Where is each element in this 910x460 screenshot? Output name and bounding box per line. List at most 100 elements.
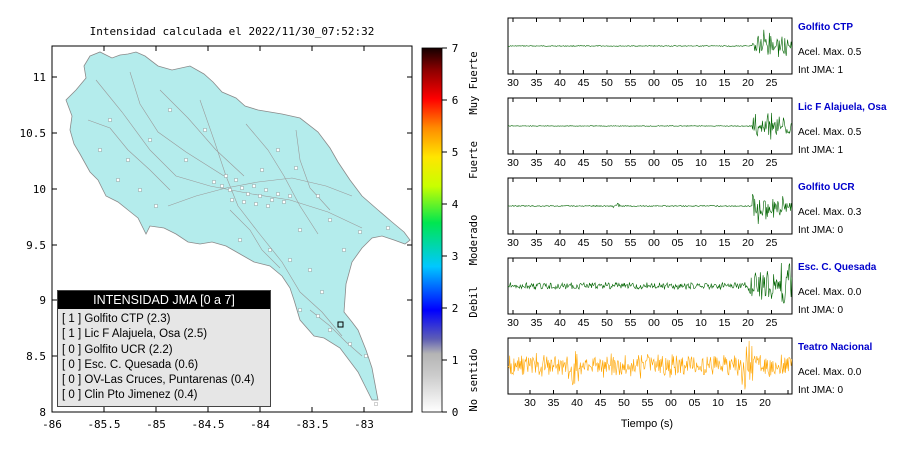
legend-row: [ 1 ] Golfito CTP (2.3) bbox=[62, 313, 171, 325]
map-axes: 11 10.5 10 9.5 9 8.5 8-86 -85.5 -85 -84.5 -84 -83.5… bbox=[20, 46, 412, 431]
station-dot bbox=[266, 204, 270, 208]
station-dot bbox=[374, 402, 378, 406]
time-tick-label: 45 bbox=[578, 317, 590, 329]
waveform-frame bbox=[507, 257, 793, 315]
time-tick-label: 35 bbox=[548, 397, 560, 409]
time-tick-label: 45 bbox=[578, 77, 590, 89]
time-tick-label: 30 bbox=[507, 77, 519, 89]
station-dot bbox=[288, 258, 292, 262]
station-dot bbox=[234, 178, 238, 182]
time-tick-label: 00 bbox=[648, 157, 660, 169]
station-dot bbox=[184, 158, 188, 162]
waveform-trace bbox=[507, 112, 792, 140]
station-name: Golfito CTP bbox=[798, 22, 853, 33]
lat-tick-label: 9 bbox=[39, 294, 46, 307]
lon-tick-label: -83 bbox=[354, 418, 374, 431]
time-tick-label: 55 bbox=[625, 157, 637, 169]
time-tick-label: 15 bbox=[719, 237, 731, 249]
waveform-trace bbox=[507, 194, 793, 225]
station-dot bbox=[242, 200, 246, 204]
lat-tick-label: 9.5 bbox=[26, 239, 46, 252]
station-dot bbox=[154, 204, 158, 208]
time-tick-label: 40 bbox=[554, 157, 566, 169]
time-tick-label: 30 bbox=[507, 237, 519, 249]
station-dot bbox=[168, 108, 172, 112]
station-dot bbox=[138, 188, 142, 192]
time-tick-label: 10 bbox=[695, 77, 707, 89]
time-tick-label: 50 bbox=[601, 77, 613, 89]
station-dot bbox=[282, 200, 286, 204]
station-dot bbox=[228, 188, 232, 192]
time-tick-label: 30 bbox=[507, 157, 519, 169]
time-tick-label: 10 bbox=[695, 237, 707, 249]
time-tick-label: 10 bbox=[712, 397, 724, 409]
waveform-panel: 30 35 40 45 50 55 00 05 10 15 20 25 bbox=[507, 177, 793, 249]
station-dot bbox=[308, 268, 312, 272]
station-dot bbox=[342, 248, 346, 252]
map-title: Intensidad calculada el 2022/11/30_07:52… bbox=[90, 25, 375, 38]
lat-tick-label: 8 bbox=[39, 406, 46, 419]
station-jma-intensity: Int JMA: 1 bbox=[798, 65, 844, 76]
station-dot bbox=[203, 128, 207, 132]
time-tick-label: 00 bbox=[648, 237, 660, 249]
lat-tick-label: 8.5 bbox=[26, 350, 46, 363]
station-name: Esc. C. Quesada bbox=[798, 262, 877, 273]
lon-tick-label: -85.5 bbox=[87, 418, 120, 431]
station-jma-intensity: Int JMA: 1 bbox=[798, 145, 844, 156]
time-tick-label: 00 bbox=[648, 77, 660, 89]
time-tick-label: 45 bbox=[578, 237, 590, 249]
time-tick-label: 55 bbox=[625, 237, 637, 249]
time-tick-label: 40 bbox=[571, 397, 583, 409]
station-dot bbox=[358, 230, 362, 234]
lon-tick-label: -86 bbox=[42, 418, 62, 431]
station-dot bbox=[328, 218, 332, 222]
station-dot bbox=[240, 186, 244, 190]
time-tick-label: 35 bbox=[531, 317, 543, 329]
time-tick-label: 10 bbox=[695, 317, 707, 329]
station-dot bbox=[212, 180, 216, 184]
time-tick-label: 50 bbox=[618, 397, 630, 409]
station-max-accel: Acel. Max. 0.0 bbox=[798, 367, 862, 378]
station-max-accel: Acel. Max. 0.3 bbox=[798, 207, 862, 218]
lon-tick-label: -85 bbox=[146, 418, 166, 431]
station-max-accel: Acel. Max. 0.5 bbox=[798, 127, 862, 138]
time-tick-label: 05 bbox=[672, 157, 684, 169]
station-jma-intensity: Int JMA: 0 bbox=[798, 385, 844, 396]
time-tick-label: 20 bbox=[742, 157, 754, 169]
station-jma-intensity: Int JMA: 0 bbox=[798, 225, 844, 236]
legend-row: [ 1 ] Lic F Alajuela, Osa (2.5) bbox=[62, 328, 208, 341]
station-dot bbox=[364, 354, 368, 358]
station-dot bbox=[98, 148, 102, 152]
station-name: Teatro Nacional bbox=[798, 342, 873, 353]
station-dot bbox=[260, 168, 264, 172]
station-max-accel: Acel. Max. 0.0 bbox=[798, 287, 862, 298]
station-dot bbox=[298, 308, 302, 312]
time-tick-label: 55 bbox=[642, 397, 654, 409]
time-tick-label: 10 bbox=[695, 157, 707, 169]
station-dot bbox=[276, 148, 280, 152]
time-tick-label: 05 bbox=[672, 77, 684, 89]
time-tick-label: 15 bbox=[719, 77, 731, 89]
station-max-accel: Acel. Max. 0.5 bbox=[798, 47, 862, 58]
intensity-legend: INTENSIDAD JMA [0 a 7] [ 1 ] Golfito CTP… bbox=[57, 290, 271, 407]
station-dot bbox=[348, 342, 352, 346]
lat-tick-label: 10.5 bbox=[20, 127, 47, 140]
legend-rows: [ 1 ] Golfito CTP (2.3) [ 1 ] Lic F Alaju… bbox=[58, 309, 270, 404]
station-dot bbox=[258, 194, 262, 198]
time-tick-label: 55 bbox=[625, 317, 637, 329]
time-tick-label: 25 bbox=[766, 157, 778, 169]
station-dot bbox=[246, 192, 250, 196]
lon-tick-label: -83.5 bbox=[295, 418, 328, 431]
station-dot bbox=[116, 178, 120, 182]
station-dot bbox=[108, 118, 112, 122]
station-dot bbox=[328, 328, 332, 332]
waveform-trace bbox=[507, 29, 793, 58]
station-dot bbox=[254, 202, 258, 206]
station-dot bbox=[230, 198, 234, 202]
lat-tick-label: 10 bbox=[33, 183, 46, 196]
costa-rica-land bbox=[65, 51, 411, 401]
waveform-panel: 30 35 40 45 50 55 00 05 10 15 20 25 bbox=[507, 257, 793, 329]
time-tick-label: 00 bbox=[665, 397, 677, 409]
waveform-trace bbox=[507, 340, 793, 390]
time-tick-label: 15 bbox=[719, 317, 731, 329]
